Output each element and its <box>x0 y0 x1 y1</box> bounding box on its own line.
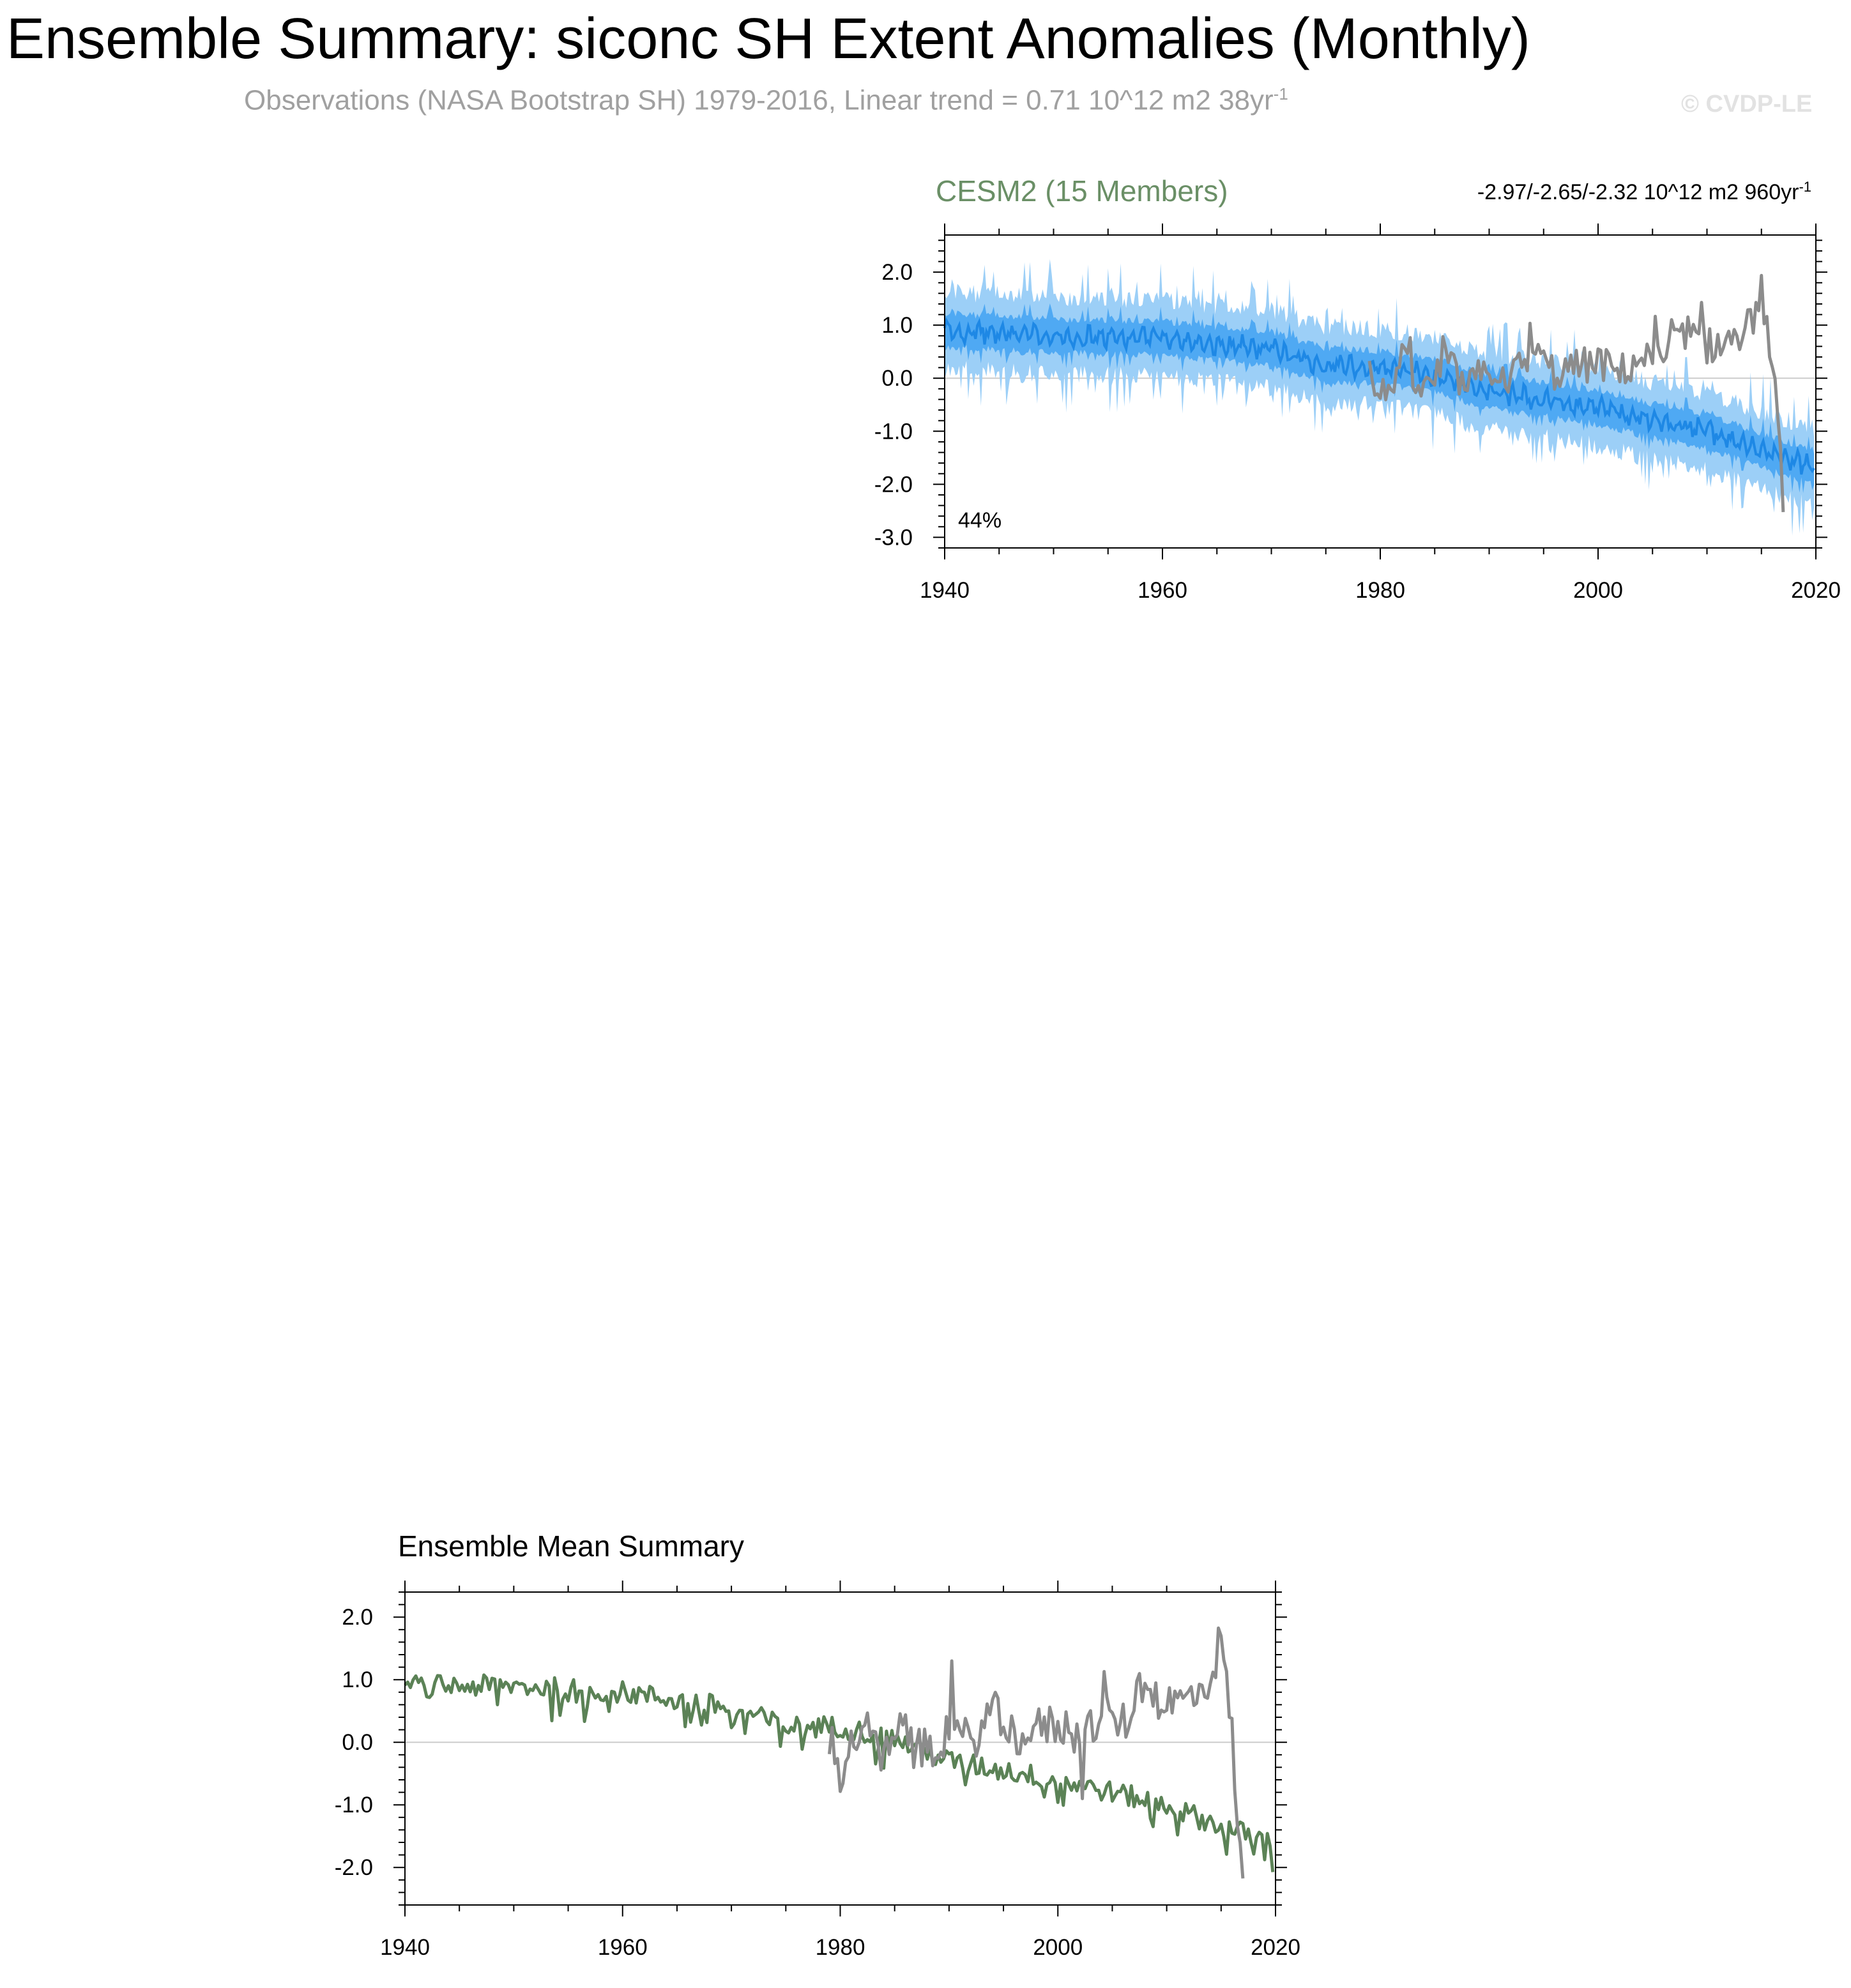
summary-title: Ensemble Mean Summary <box>398 1529 744 1563</box>
y-tick-label: -2.0 <box>335 1855 373 1880</box>
trend-range-superscript: -1 <box>1799 179 1811 195</box>
x-tick-label: 1940 <box>380 1935 430 1960</box>
x-tick-label: 1960 <box>598 1935 648 1960</box>
x-tick-label: 1980 <box>816 1935 865 1960</box>
y-tick-label: -3.0 <box>874 525 913 550</box>
y-tick-label: 1.0 <box>342 1667 373 1692</box>
chart-2-group: 1940 1960 1980 2000 2020 2.0 1.0 0.0 -1.0 -2.0 Ens… <box>335 1529 1300 1960</box>
x-tick-label: 2000 <box>1573 578 1623 603</box>
x-tick-label: 2020 <box>1251 1935 1300 1960</box>
x-tick-label: 1940 <box>920 578 970 603</box>
x-tick-label: 1980 <box>1355 578 1405 603</box>
y-tick-label: -1.0 <box>335 1793 373 1817</box>
x-tick-label: 2020 <box>1791 578 1841 603</box>
x-tick-label: 1960 <box>1138 578 1187 603</box>
ensemble-mean-line <box>404 1673 1275 1872</box>
y-tick-label: 0.0 <box>881 366 913 391</box>
percent-annotation: 44% <box>958 508 1002 533</box>
y-tick-label: 2.0 <box>881 260 913 285</box>
plot-frame <box>404 1591 1276 1906</box>
trend-range-text: -2.97/-2.65/-2.32 10^12 m2 960yr-1 <box>1477 179 1811 205</box>
observations-subtitle: Observations (NASA Bootstrap SH) 1979-20… <box>244 84 1288 117</box>
y-tick-label: -2.0 <box>874 472 913 497</box>
trend-range-value: -2.97/-2.65/-2.32 10^12 m2 960yr <box>1477 180 1799 204</box>
y-tick-label: 2.0 <box>342 1605 373 1630</box>
y-tick-label: -1.0 <box>874 419 913 444</box>
chart-1-group: 1940 1960 1980 2000 2020 2.0 1.0 0.0 -1.0 -2.0 -3.… <box>874 174 1841 603</box>
y-tick-label: 1.0 <box>881 313 913 338</box>
ensemble-mean-line <box>943 317 1815 475</box>
observations-line <box>1367 273 1785 512</box>
subtitle-superscript: -1 <box>1273 84 1288 103</box>
ensemble-interquartile-band <box>945 303 1815 494</box>
x-tick-label: 2000 <box>1033 1935 1083 1960</box>
model-title: CESM2 (15 Members) <box>936 174 1228 208</box>
subtitle-text: Observations (NASA Bootstrap SH) 1979-20… <box>244 84 1274 116</box>
cvdp-watermark: © CVDP-LE <box>1681 91 1813 118</box>
page-title: Ensemble Summary: siconc SH Extent Anoma… <box>6 7 1530 71</box>
observations-line <box>827 1626 1245 1879</box>
y-tick-label: 0.0 <box>342 1730 373 1755</box>
